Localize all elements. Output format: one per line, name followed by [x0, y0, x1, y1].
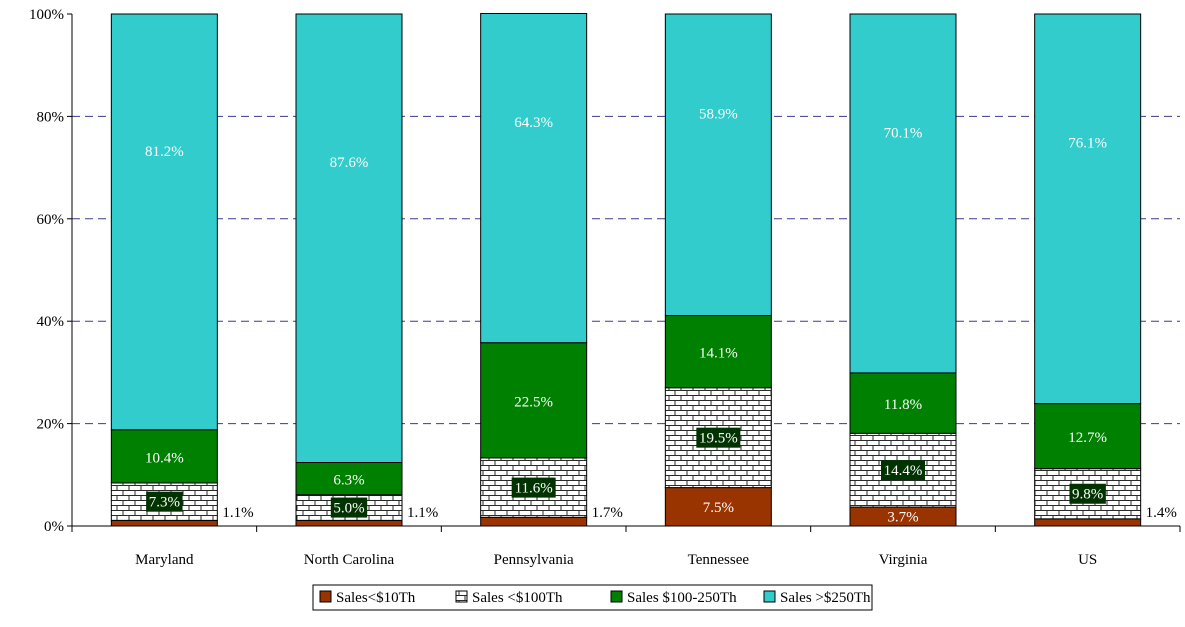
bar-segment	[295, 462, 403, 496]
bar-segment	[110, 13, 218, 431]
data-label: 58.9%	[699, 107, 738, 123]
bar-segment	[480, 342, 588, 459]
data-label: 10.4%	[145, 450, 184, 466]
legend-entry: Sales<$10Th	[336, 590, 416, 606]
bar-segment	[295, 13, 403, 464]
data-label: 19.5%	[699, 431, 738, 447]
bar-segment	[110, 429, 218, 484]
data-label: 1.7%	[592, 505, 623, 521]
data-label-background	[511, 477, 556, 498]
data-label: 6.3%	[333, 473, 364, 489]
data-label: 14.1%	[699, 346, 738, 362]
y-tick-label: 100%	[29, 7, 64, 23]
data-label-background	[696, 427, 741, 448]
legend: Sales<$10Th Sales <$100Th Sales $100-250Th…	[312, 584, 873, 611]
x-category-label: Virginia	[879, 552, 928, 568]
data-label: 1.1%	[407, 505, 438, 521]
data-label-background	[881, 460, 925, 481]
data-labels: 1.1% 7.3% 10.4% 81.2% 1.1% 5.0% 6.3% 87.6% 1.7% 1…	[145, 107, 1177, 526]
x-category-label: Pennsylvania	[494, 552, 574, 568]
bar-segment	[295, 519, 403, 527]
data-label: 7.3%	[149, 495, 180, 511]
data-label: 76.1%	[1068, 136, 1107, 152]
data-label-background	[1069, 483, 1106, 504]
x-category-label: North Carolina	[304, 552, 395, 568]
data-label: 64.3%	[514, 115, 553, 131]
bar-segment	[664, 315, 772, 389]
y-tick-label: 20%	[37, 417, 65, 433]
bar-segment	[1034, 518, 1142, 527]
legend-entry: Sales <$100Th	[472, 590, 563, 606]
legend-box	[312, 584, 873, 611]
data-label: 3.7%	[887, 510, 918, 526]
bar-segment	[1034, 13, 1142, 405]
legend-entry: Sales $100-250Th	[627, 590, 737, 606]
data-label: 87.6%	[330, 155, 369, 171]
legend-swatch	[319, 590, 332, 603]
bar-segment	[1034, 403, 1142, 470]
data-label: 22.5%	[514, 394, 553, 410]
data-label: 81.2%	[145, 144, 184, 160]
bar-segment	[849, 372, 957, 434]
y-tick-label: 60%	[37, 212, 65, 228]
y-tick-label: 0%	[44, 519, 64, 535]
data-label: 11.6%	[515, 481, 553, 497]
bar-segment	[480, 516, 588, 527]
data-label-background	[146, 491, 183, 512]
data-label: 5.0%	[333, 501, 364, 517]
bar-segment	[664, 13, 772, 317]
bar-segment	[664, 487, 772, 527]
data-label: 12.7%	[1068, 430, 1107, 446]
data-label: 9.8%	[1072, 487, 1103, 503]
data-label: 11.8%	[884, 397, 922, 413]
x-category-label: Maryland	[135, 552, 194, 568]
data-label: 1.4%	[1146, 505, 1177, 521]
bar-segment	[480, 12, 588, 344]
x-category-label: US	[1078, 552, 1097, 568]
y-tick-label: 80%	[37, 109, 65, 125]
data-label: 70.1%	[884, 125, 923, 141]
data-label-background	[330, 497, 368, 518]
bars	[110, 12, 1142, 527]
legend-swatch	[763, 590, 776, 603]
y-tick-label: 40%	[37, 314, 65, 330]
data-label: 1.1%	[222, 505, 253, 521]
legend-entry: Sales >$250Th	[780, 590, 871, 606]
data-label: 7.5%	[703, 500, 734, 516]
data-label: 14.4%	[884, 463, 923, 479]
bar-segment	[849, 13, 957, 374]
x-category-label: Tennessee	[688, 552, 750, 568]
legend-swatch	[610, 590, 623, 603]
legend-swatch	[455, 590, 468, 603]
bar-segment	[110, 519, 218, 527]
gridlines	[72, 115, 1180, 425]
axes: 0% 20% 40% 60% 80% 100% Maryland North Carolina…	[29, 7, 1181, 568]
